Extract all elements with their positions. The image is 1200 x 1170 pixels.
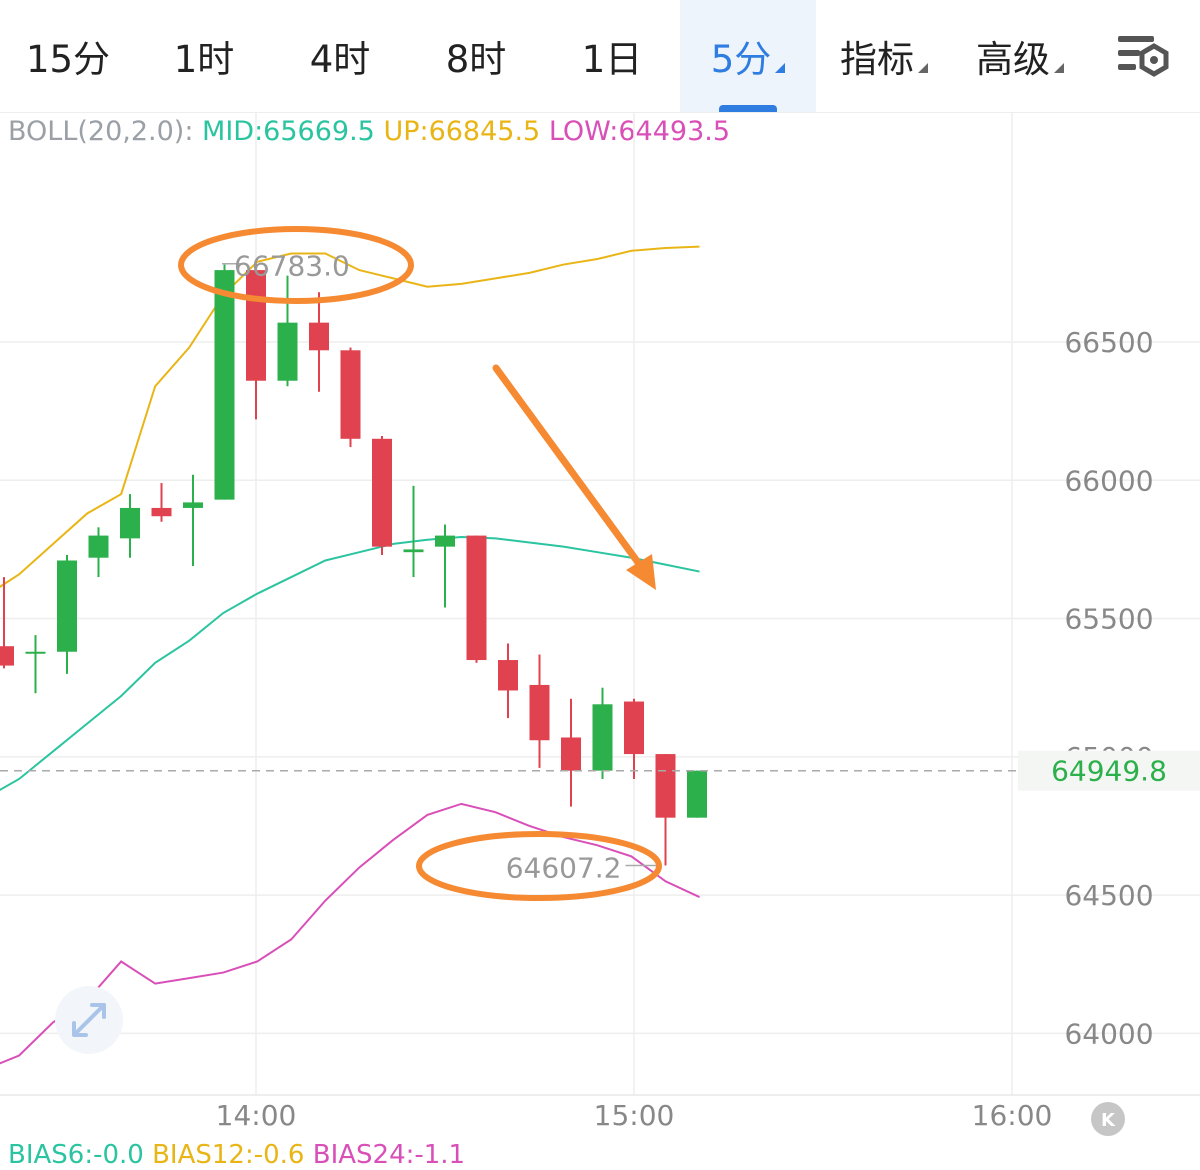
chart-settings-icon[interactable] [1112,28,1174,84]
candle-body-down [561,737,581,771]
candle-body-down [498,660,518,691]
active-tab-indicator [719,105,777,112]
boll-indicator-legend: BOLL(20,2.0): MID:65669.5 UP:66845.5 LOW… [8,116,730,147]
tab-label: 8时 [445,38,507,81]
candle-body-up [687,770,707,818]
bias12: BIAS12:-0.6 [152,1140,305,1170]
boll-name: BOLL(20,2.0): [8,116,194,147]
tab-4h[interactable]: 4时 [272,0,408,112]
tab-label: 1时 [173,38,235,81]
dropdown-triangle-icon [918,63,928,73]
tab-indicators[interactable]: 指标 [816,0,952,112]
low-price-label: 64607.2 [506,851,622,884]
boll-line-mid [0,535,700,791]
candle-body-up [88,535,109,558]
tab-label: 高级 [976,38,1050,81]
candle-body-down [151,507,172,517]
bias-indicator-legend: BIAS6:-0.0 BIAS12:-0.6 BIAS24:-1.1 [8,1140,465,1170]
candle-body-down [466,535,487,661]
y-tick-label: 65500 [1064,603,1153,636]
boll-up: UP:66845.5 [383,116,541,147]
tab-label: 1日 [581,38,643,81]
bias6: BIAS6:-0.0 [8,1140,144,1170]
bias24: BIAS24:-1.1 [312,1140,466,1170]
candlestick-chart[interactable]: 66500660006550065000645006400014:0015:00… [0,112,1200,1142]
candle-body-down [340,350,361,439]
current-price-badge [1018,750,1200,791]
x-tick-label: 15:00 [594,1099,675,1132]
candle-body-down [624,701,644,755]
tab-label: 5分 [710,38,772,81]
high-price-label: 66783.0 [234,250,350,283]
x-tick-label: 16:00 [972,1099,1053,1132]
y-tick-label: 64500 [1064,879,1153,912]
y-tick-label: 66000 [1064,464,1153,497]
candle-body-down [309,322,329,351]
candle-body-down [529,684,550,741]
candle-body-up [214,270,235,500]
boll-low: LOW:64493.5 [548,116,731,147]
tab-1h[interactable]: 1时 [136,0,272,112]
tab-15m[interactable]: 15分 [0,0,136,112]
tab-label: 15分 [25,38,111,81]
tab-advanced[interactable]: 高级 [952,0,1088,112]
timeframe-tabbar: 15分 1时 4时 8时 1日 5分 指标 高级 [0,0,1200,113]
k-badge-icon-bg [1091,1102,1125,1136]
candle-body-up [435,535,455,547]
expand-icon [72,1003,106,1037]
x-tick-label: 14:00 [216,1099,297,1132]
dropdown-triangle-icon [775,63,786,73]
tab-label: 4时 [309,38,371,81]
candle-body-down [246,270,266,381]
annotation-ellipse-high [178,226,414,304]
tab-1d[interactable]: 1日 [544,0,680,112]
candle-body-up [183,502,203,508]
candle-body-up [403,549,424,553]
tab-8h[interactable]: 8时 [408,0,544,112]
candle-body-down [0,646,14,666]
boll-mid: MID:65669.5 [202,116,375,147]
candle-body-up [120,507,140,539]
candle-body-down [655,754,676,818]
tab-label: 指标 [840,38,914,81]
y-tick-label: 66500 [1064,326,1153,359]
y-tick-label: 64000 [1064,1017,1153,1050]
annotation-arrow-head [626,554,656,590]
tab-5m[interactable]: 5分 [680,0,816,112]
boll-line-up [0,245,700,588]
boll-line-low [0,802,700,1065]
dropdown-triangle-icon [1054,63,1064,73]
annotation-arrow-shaft [492,364,649,576]
candle-body-down [372,438,392,547]
annotation-ellipse-low [416,831,662,901]
candle-body-up [57,560,77,652]
k-badge-icon: K [1101,1110,1116,1131]
current-price-label: 64949.8 [1051,755,1167,788]
candle-body-up [25,651,46,654]
candle-body-up [277,322,298,381]
candle-body-up [592,704,613,771]
